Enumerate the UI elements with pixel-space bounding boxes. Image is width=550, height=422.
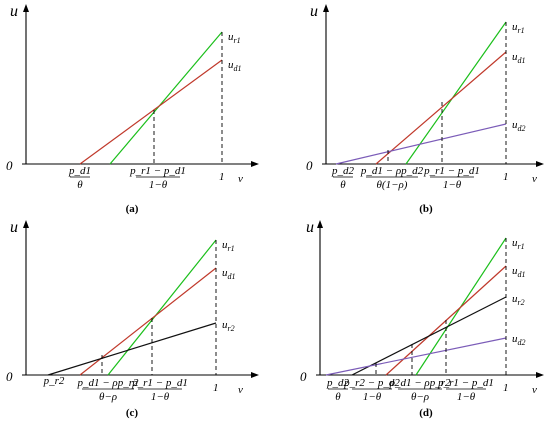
tick-num: p_d1 − ρp_r2 [77,377,139,389]
tick-den: 1−θ [457,391,476,403]
tick-one: 1 [503,382,509,394]
tick-den: θ [335,391,341,403]
tick-fraction: p_d1 − ρp_r2 θ−ρ [389,377,451,403]
origin-label: 0 [306,158,313,173]
origin-label: 0 [6,369,13,384]
label-ur1: ur1 [228,31,241,45]
tick-num: p_d2 [331,165,355,177]
x-axis-label: v [238,173,243,185]
tick-fraction: p_r1 − p_d1 1−θ [131,377,188,403]
tick-fraction: p_r1 − p_d1 1−θ [437,377,494,403]
tick-den: 1−θ [443,179,462,191]
tick-den: 1−θ [363,391,382,403]
curve-ud1 [79,267,217,376]
y-axis-arrow [323,4,329,12]
tick-den: θ(1−ρ) [377,179,408,191]
panel-b: u 0 v ur1 ud1 ud2 p_d2 θ p_d1 − ρp_d2 θ(… [306,3,544,215]
curve-ur1 [109,31,223,165]
tick-num: p_d1 − ρp_d2 [360,165,424,177]
tick-fraction: p_d2 θ [331,165,355,191]
panel-a: u 0 v ur1 ud1 p_d1 θ p_r1 − p_d1 1−θ 1 (… [6,3,259,215]
tick-fraction: p_d2 θ [326,377,350,403]
x-axis-label: v [532,384,537,396]
tick-den: 1−θ [151,391,170,403]
curve-ud2 [335,123,507,165]
x-axis-arrow [251,372,259,378]
tick-num: p_r2 − p_d2 [343,377,400,389]
label-ur1: ur1 [512,21,525,35]
curve-ur2 [47,322,217,376]
label-ud1: ud1 [512,51,526,65]
y-axis-label: u [310,3,318,20]
y-axis-label: u [10,219,18,236]
curve-ud1 [79,59,223,165]
tick-den: 1−θ [149,179,168,191]
tick-num: p_r1 − p_d1 [131,377,188,389]
x-axis-arrow [536,161,544,167]
panel-d: u 0 v ur1 ud1 ur2 ud2 p_d2 θ p_r2 − p_d2… [300,219,544,419]
tick-fraction: p_r1 − p_d1 1−θ [129,165,186,191]
curve-ur1 [405,21,507,165]
tick-den: θ [77,179,83,191]
y-axis-arrow [23,220,29,228]
tick-one: 1 [219,171,225,183]
label-ud2: ud2 [512,119,526,133]
caption-a: (a) [126,203,139,215]
label-ud1: ud1 [228,59,242,73]
curve-ud2 [325,337,507,376]
tick-single: p_r2 [43,375,65,387]
tick-fraction: p_r1 − p_d1 1−θ [423,165,480,191]
x-axis-label: v [532,173,537,185]
x-axis-label: v [238,384,243,396]
tick-fraction: p_d1 − ρp_d2 θ(1−ρ) [360,165,424,191]
y-axis-label: u [10,3,18,20]
origin-label: 0 [300,369,307,384]
caption-d: (d) [419,407,433,419]
label-ud1: ud1 [222,267,236,281]
label-ud2: ud2 [512,333,526,347]
tick-fraction: p_r2 − p_d2 1−θ [343,377,400,403]
curve-ud1 [375,51,507,165]
tick-num: p_r1 − p_d1 [129,165,186,177]
x-axis-arrow [251,161,259,167]
tick-num: p_d2 [326,377,350,389]
panel-c: u 0 v ur1 ud1 ur2 p_r2 p_d1 − ρp_r2 θ−ρ … [6,219,259,419]
label-ur2: ur2 [512,293,525,307]
tick-den: θ−ρ [411,391,429,403]
label-ur1: ur1 [222,239,235,253]
curve-ur2 [351,296,507,376]
caption-c: (c) [126,407,139,419]
caption-b: (b) [419,203,433,215]
label-ur2: ur2 [222,319,235,333]
tick-num: p_r1 − p_d1 [423,165,480,177]
tick-num: p_d1 − ρp_r2 [389,377,451,389]
origin-label: 0 [6,158,13,173]
tick-den: θ−ρ [99,391,117,403]
y-axis-label: u [306,219,314,236]
y-axis-arrow [23,4,29,12]
tick-den: θ [340,179,346,191]
curve-ur1 [107,239,217,376]
label-ur1: ur1 [512,237,525,251]
y-axis-arrow [317,220,323,228]
tick-fraction: p_d1 θ [68,165,91,191]
tick-num: p_d1 [68,165,91,177]
tick-fraction: p_d1 − ρp_r2 θ−ρ [77,377,139,403]
tick-num: p_r1 − p_d1 [437,377,494,389]
label-ud1: ud1 [512,265,526,279]
tick-one: 1 [503,171,509,183]
tick-one: 1 [213,382,219,394]
x-axis-arrow [536,372,544,378]
